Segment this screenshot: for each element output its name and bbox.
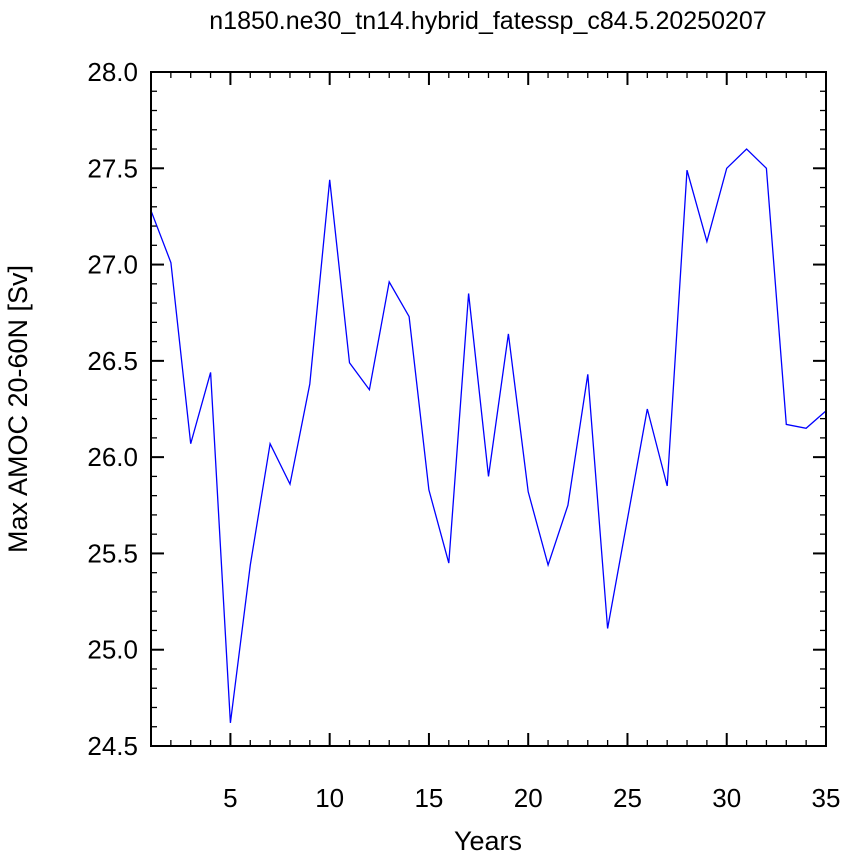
y-tick-label: 24.5 [87,731,138,761]
y-tick-label: 27.5 [87,153,138,183]
y-tick-label: 26.5 [87,346,138,376]
x-tick-label: 25 [613,783,642,813]
x-tick-label: 15 [414,783,443,813]
x-tick-labels: 5 10 15 20 25 30 35 [223,783,840,813]
y-tick-label: 28.0 [87,57,138,87]
plot-frame [150,71,827,747]
x-tick-label: 10 [315,783,344,813]
y-tick-label: 27.0 [87,250,138,280]
x-tick-label: 30 [712,783,741,813]
chart-title: n1850.ne30_tn14.hybrid_fatessp_c84.5.202… [209,7,766,35]
y-tick-label: 25.0 [87,635,138,665]
series-line [150,148,827,723]
y-tick-label: 26.0 [87,442,138,472]
y-tick-labels: 24.5 25.0 25.5 26.0 26.5 27.0 27.5 28.0 [87,57,138,761]
x-tick-label: 35 [812,783,841,813]
y-axis-label: Max AMOC 20-60N [Sv] [3,265,33,553]
x-tick-label: 20 [514,783,543,813]
x-axis-label: Years [454,826,522,856]
x-tick-label: 5 [223,783,237,813]
y-tick-label: 25.5 [87,538,138,568]
